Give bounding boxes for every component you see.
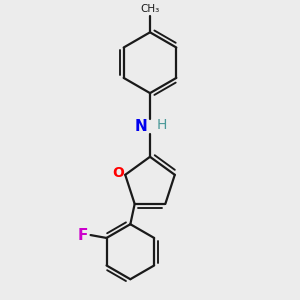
- Text: N: N: [135, 119, 148, 134]
- Text: CH₃: CH₃: [140, 4, 160, 14]
- Text: H: H: [156, 118, 167, 132]
- Text: O: O: [112, 167, 124, 180]
- Text: F: F: [77, 228, 88, 243]
